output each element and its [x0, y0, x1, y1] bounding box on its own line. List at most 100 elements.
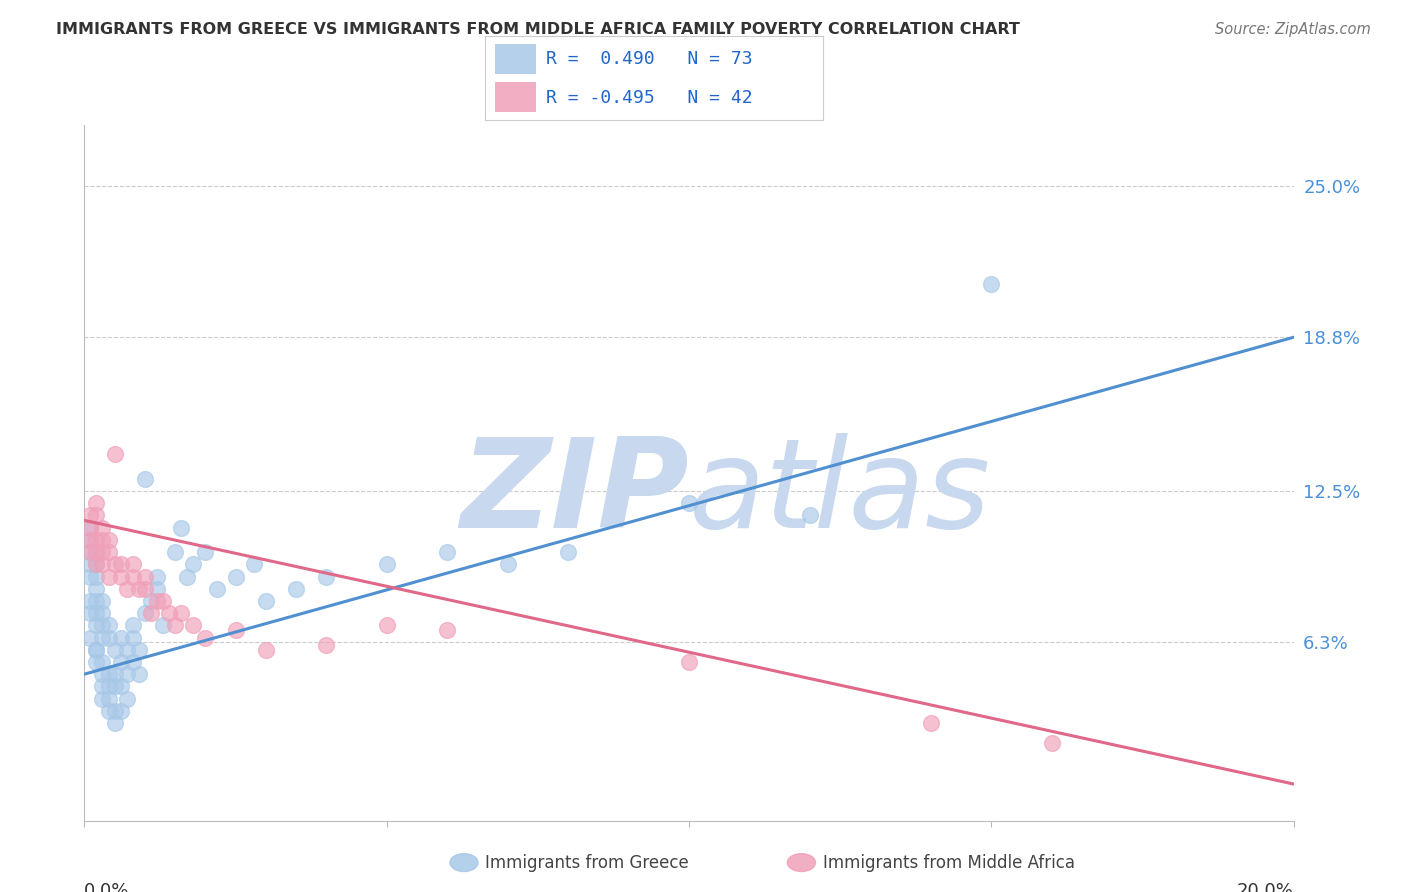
Point	[79, 594, 101, 608]
Point	[79, 558, 101, 572]
Text: R = -0.495   N = 42: R = -0.495 N = 42	[546, 88, 752, 106]
Point	[134, 569, 156, 583]
Point	[86, 558, 108, 572]
Point	[115, 642, 138, 657]
Point	[79, 545, 101, 559]
Point	[1040, 735, 1063, 749]
Point	[315, 638, 337, 652]
Point	[79, 631, 101, 645]
Point	[97, 545, 120, 559]
Point	[134, 582, 156, 596]
Point	[225, 569, 247, 583]
Point	[86, 533, 108, 547]
Point	[86, 496, 108, 510]
Point	[207, 582, 229, 596]
Point	[104, 558, 127, 572]
Point	[242, 558, 264, 572]
Text: atlas: atlas	[689, 434, 991, 554]
Point	[170, 521, 193, 535]
Point	[97, 691, 120, 706]
Point	[128, 582, 150, 596]
Point	[86, 642, 108, 657]
Point	[115, 667, 138, 681]
Point	[91, 606, 114, 620]
Point	[97, 704, 120, 718]
Point	[86, 594, 108, 608]
Point	[86, 618, 108, 632]
Point	[157, 606, 180, 620]
Point	[170, 606, 193, 620]
Point	[194, 631, 217, 645]
Point	[139, 606, 162, 620]
Point	[104, 642, 127, 657]
Point	[165, 545, 187, 559]
Point	[194, 545, 217, 559]
Point	[920, 716, 942, 731]
Point	[104, 704, 127, 718]
Point	[496, 558, 519, 572]
Point	[110, 679, 132, 693]
Point	[799, 508, 821, 523]
Point	[91, 655, 114, 669]
Point	[165, 618, 187, 632]
Point	[91, 691, 114, 706]
Point	[225, 624, 247, 638]
Point	[97, 667, 120, 681]
Point	[91, 631, 114, 645]
Point	[104, 679, 127, 693]
Point	[375, 618, 398, 632]
Point	[86, 558, 108, 572]
Point	[181, 558, 204, 572]
Point	[254, 594, 277, 608]
Point	[115, 691, 138, 706]
Point	[146, 569, 169, 583]
Point	[678, 655, 700, 669]
Point	[86, 642, 108, 657]
Point	[91, 618, 114, 632]
Point	[91, 667, 114, 681]
Point	[128, 667, 150, 681]
Point	[254, 642, 277, 657]
Point	[86, 545, 108, 559]
Point	[91, 679, 114, 693]
Point	[121, 618, 143, 632]
Point	[104, 667, 127, 681]
Point	[678, 496, 700, 510]
Point	[315, 569, 337, 583]
Bar	[495, 44, 536, 74]
Point	[375, 558, 398, 572]
Point	[86, 508, 108, 523]
Point	[134, 606, 156, 620]
Point	[436, 545, 458, 559]
Point	[79, 508, 101, 523]
Text: Immigrants from Middle Africa: Immigrants from Middle Africa	[823, 854, 1074, 871]
Point	[146, 582, 169, 596]
Point	[121, 655, 143, 669]
Text: R =  0.490   N = 73: R = 0.490 N = 73	[546, 50, 752, 68]
Point	[557, 545, 579, 559]
Point	[79, 606, 101, 620]
Point	[86, 569, 108, 583]
Point	[104, 716, 127, 731]
Point	[285, 582, 308, 596]
Point	[79, 521, 101, 535]
Point	[128, 642, 150, 657]
Point	[146, 594, 169, 608]
Text: 20.0%: 20.0%	[1237, 881, 1294, 892]
Point	[121, 631, 143, 645]
Text: ZIP: ZIP	[460, 434, 689, 554]
Point	[436, 624, 458, 638]
Point	[152, 618, 174, 632]
Point	[79, 569, 101, 583]
Point	[110, 655, 132, 669]
Text: Immigrants from Greece: Immigrants from Greece	[485, 854, 689, 871]
Point	[97, 679, 120, 693]
Text: IMMIGRANTS FROM GREECE VS IMMIGRANTS FROM MIDDLE AFRICA FAMILY POVERTY CORRELATI: IMMIGRANTS FROM GREECE VS IMMIGRANTS FRO…	[56, 22, 1021, 37]
Point	[97, 533, 120, 547]
Point	[86, 545, 108, 559]
Point	[79, 533, 101, 547]
Point	[97, 618, 120, 632]
Point	[91, 594, 114, 608]
Point	[152, 594, 174, 608]
Point	[181, 618, 204, 632]
